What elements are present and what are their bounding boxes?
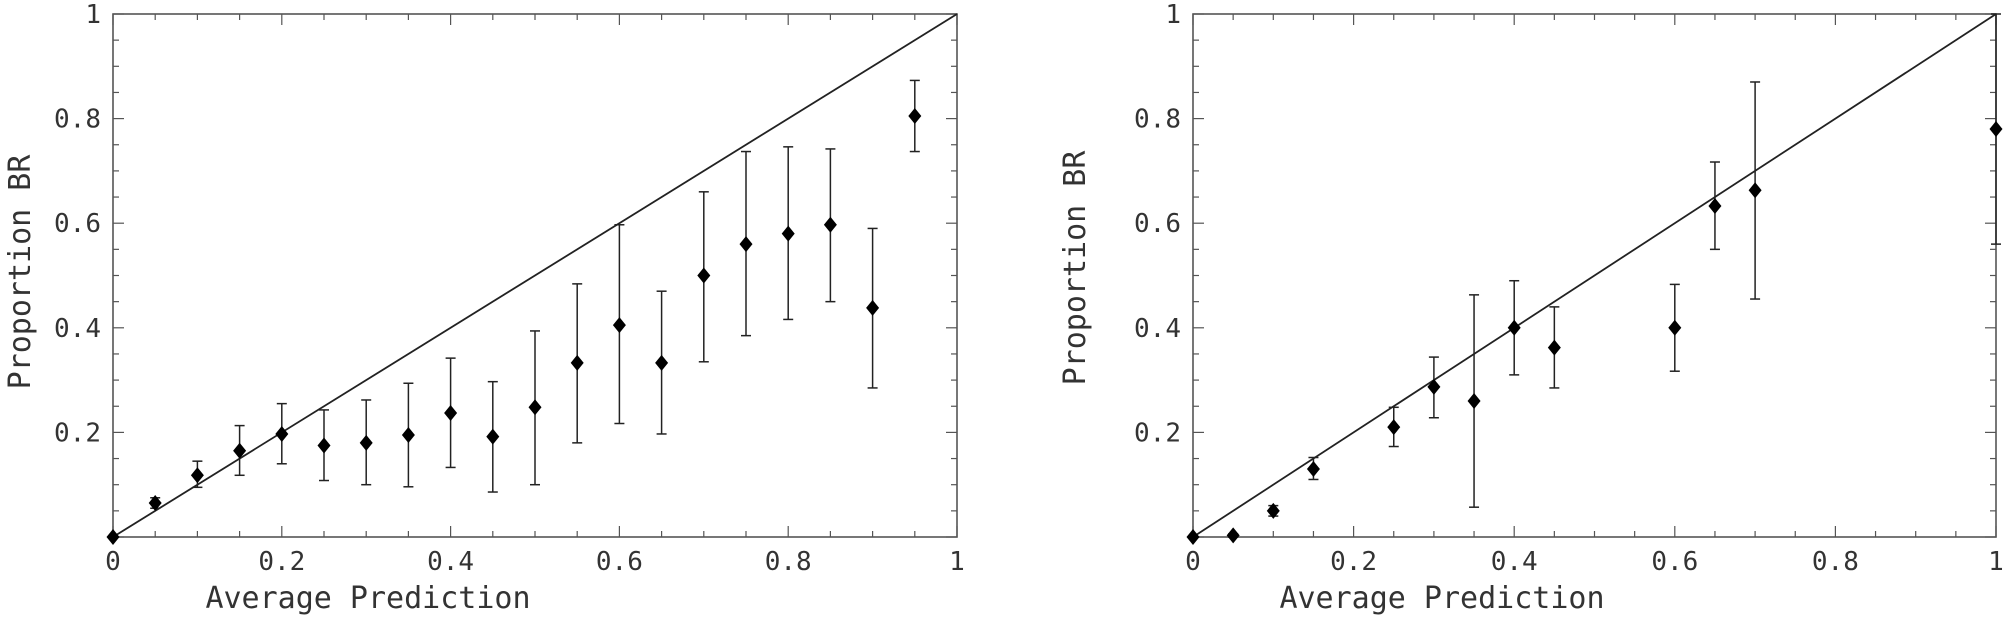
y-tick-label: 0.6 — [1134, 209, 1181, 239]
data-point — [528, 399, 542, 416]
data-point — [1708, 197, 1722, 214]
data-point — [1547, 339, 1561, 356]
x-tick-label: 1 — [1988, 547, 2004, 577]
x-axis-label: Average Prediction — [205, 581, 530, 616]
y-tick-label: 0.4 — [54, 314, 101, 344]
y-axis-label: Proportion BR — [3, 154, 38, 390]
data-point — [444, 405, 458, 422]
x-tick-label: 1 — [949, 547, 965, 577]
data-point — [1266, 502, 1280, 519]
data-point — [401, 427, 415, 444]
data-point — [612, 317, 626, 334]
x-tick-label: 0 — [105, 547, 121, 577]
y-axis-label: Proportion BR — [1058, 150, 1093, 386]
chart-panel-left: 0 0.2 0.4 0.6 0.8 1 0.2 0.4 0.6 0.8 1 Average Predi… — [3, 0, 965, 616]
x-tick-label: 0.4 — [1491, 547, 1538, 577]
x-tick-label: 0.4 — [427, 547, 474, 577]
x-tick-label: 0.6 — [596, 547, 643, 577]
data-point — [359, 434, 373, 451]
data-point — [570, 354, 584, 371]
data-point — [486, 428, 500, 445]
data-point — [106, 529, 120, 545]
x-tick-label: 0.8 — [765, 547, 812, 577]
data-point — [275, 425, 289, 442]
reference-line — [1192, 13, 1997, 538]
y-tick-label: 0.2 — [1134, 418, 1181, 448]
chart-panel-right: 0 0.2 0.4 0.6 0.8 1 0.2 0.4 0.6 0.8 1 Average Predi… — [1058, 0, 2004, 616]
data-point — [233, 442, 247, 459]
data-point — [739, 236, 753, 253]
x-tick-label: 0 — [1185, 547, 1201, 577]
y-tick-label: 0.8 — [54, 105, 101, 135]
x-tick-label: 0.2 — [258, 547, 305, 577]
data-point — [1507, 319, 1521, 336]
y-tick-label: 0.6 — [54, 209, 101, 239]
y-tick-label: 1 — [1165, 0, 1181, 30]
data-point — [823, 216, 837, 233]
data-point — [697, 267, 711, 284]
data-point — [1306, 461, 1320, 478]
data-point — [190, 467, 204, 484]
data-point — [1427, 378, 1441, 395]
y-tick-label: 1 — [85, 0, 101, 30]
x-tick-label: 0.2 — [1330, 547, 1377, 577]
reference-line — [112, 13, 958, 538]
data-point — [148, 495, 162, 512]
y-tick-label: 0.4 — [1134, 314, 1181, 344]
data-point — [908, 107, 922, 124]
y-tick-label: 0.2 — [54, 418, 101, 448]
data-point — [1226, 527, 1240, 544]
data-point — [1387, 419, 1401, 436]
data-point — [1989, 121, 2003, 138]
data-point — [1668, 319, 1682, 336]
data-point — [866, 299, 880, 316]
data-point — [781, 225, 795, 242]
x-tick-label: 0.6 — [1651, 547, 1698, 577]
data-point — [1748, 182, 1762, 199]
data-point — [1186, 529, 1200, 545]
x-tick-label: 0.8 — [1812, 547, 1859, 577]
data-point — [317, 437, 331, 454]
data-point — [655, 354, 669, 371]
x-axis-label: Average Prediction — [1279, 581, 1604, 616]
data-point — [1467, 393, 1481, 410]
y-tick-label: 0.8 — [1134, 105, 1181, 135]
